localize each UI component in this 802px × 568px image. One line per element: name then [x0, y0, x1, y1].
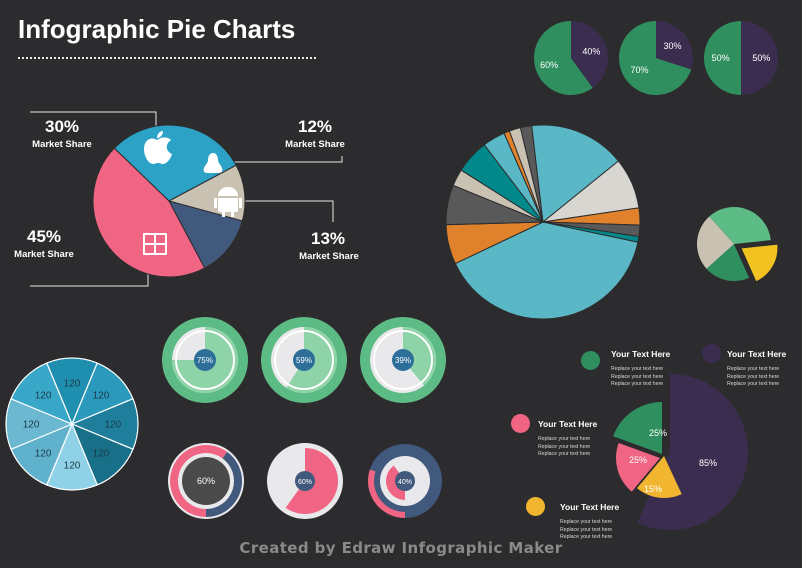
- linux-icon: [203, 153, 223, 173]
- legend-text-green: Replace your text here Replace your text…: [611, 366, 664, 388]
- legend-pie-label-1: 25%: [629, 455, 647, 465]
- ring-pink-1-fill: [169, 445, 228, 517]
- ring-pink-1-label: 60%: [197, 476, 215, 486]
- ring-pink-1-rest: [206, 451, 242, 517]
- windows-share-label: Market Share: [14, 249, 74, 260]
- exploded-pie-slice-2: [706, 244, 750, 281]
- legend-dot-purple: [702, 344, 721, 363]
- footer-credit: Created by Edraw Infographic Maker: [239, 539, 563, 557]
- legend-title-green: Your Text Here: [611, 349, 671, 359]
- small-pie-2-slice-1: [656, 21, 693, 70]
- page-title: Infographic Pie Charts: [18, 14, 296, 44]
- windows-share-value: 45%: [26, 227, 62, 246]
- donut-green-1-label: 75%: [197, 356, 213, 365]
- legend-pie-slice-purple: [637, 374, 749, 530]
- legend-pie-slice-pink: [616, 442, 660, 492]
- donut-green-2-label: 59%: [296, 356, 312, 365]
- legend-dot-pink: [511, 414, 530, 433]
- donut-green-2-inner-rule: [274, 330, 334, 390]
- small-pie-1-label-0: 60%: [540, 60, 558, 70]
- small-pie-2-slice-0: [619, 21, 692, 96]
- blue-eight-pie-label-2: 120: [105, 420, 122, 431]
- apple-icon: [144, 131, 172, 164]
- legend-title-pink: Your Text Here: [538, 419, 598, 429]
- ring-pink-3-center: [395, 471, 415, 491]
- small-pie-3-slice-1: [741, 21, 778, 95]
- legend-text-purple: Replace your text here Replace your text…: [727, 366, 780, 388]
- blue-eight-pie-label-0: 120: [64, 379, 81, 390]
- legend-dot-green: [581, 351, 600, 370]
- android-share-value: 13%: [310, 229, 346, 248]
- small-pie-3-label-1: 50%: [752, 53, 770, 63]
- market-share-pie-slice-0: [113, 124, 237, 202]
- windows-icon: [143, 233, 167, 255]
- apple-share-value: 30%: [44, 117, 80, 136]
- ring-pink-1-center: [182, 457, 230, 505]
- donut-green-1-inner-rule: [175, 330, 235, 390]
- pie-overlays-layer: [143, 131, 242, 255]
- blue-eight-pie-label-6: 120: [23, 420, 40, 431]
- multi-slice-pie-slice-9: [531, 124, 620, 223]
- donut-green-1-center-dot: [194, 349, 216, 371]
- market-share-pie-slice-3: [92, 147, 206, 278]
- donut-green-3-center-dot: [392, 349, 414, 371]
- callout-line-linux: [225, 156, 343, 163]
- legend-title-purple: Your Text Here: [727, 349, 787, 359]
- small-pie-1-slice-0: [534, 21, 593, 96]
- apple-share-label: Market Share: [32, 139, 92, 150]
- pie-labels-layer: 60% 40% 70% 30% 50% 50% 120 120 120 120 120 120 120 1…: [23, 41, 771, 494]
- legend-pie-label-0: 25%: [649, 428, 667, 438]
- ring-pink-3-label: 40%: [398, 479, 412, 486]
- multi-slice-pie-slice-0: [454, 221, 639, 320]
- exploded-pie-slice-1: [740, 243, 779, 283]
- donut-green-2-center-dot: [293, 349, 315, 371]
- linux-share-label: Market Share: [285, 139, 345, 150]
- market-share-pie-slice-2: [168, 200, 243, 269]
- small-pie-3-slice-0: [704, 21, 741, 95]
- small-pie-1-label-1: 40%: [582, 47, 600, 57]
- android-share-label: Market Share: [299, 251, 359, 262]
- small-pie-1-slice-1: [571, 21, 608, 88]
- blue-eight-pie-label-7: 120: [35, 391, 52, 402]
- legend-dot-yellow: [526, 497, 545, 516]
- small-pie-2-label-1: 30%: [663, 41, 681, 51]
- exploded-pie-slice-0: [709, 207, 771, 244]
- pie-charts-layer: [5, 21, 779, 530]
- exploded-pie-slice-3: [697, 216, 734, 269]
- title-dotted-rule: [18, 57, 316, 59]
- android-icon: [214, 187, 242, 217]
- ring-pink-2-center: [295, 471, 315, 491]
- blue-eight-pie-label-3: 120: [93, 448, 110, 459]
- legend-text-yellow: Replace your text here Replace your text…: [560, 519, 613, 541]
- donut-green-3-fill: [403, 327, 437, 386]
- blue-eight-pie-slice-7: [10, 362, 74, 426]
- legend-pie-slice-green: [613, 402, 662, 454]
- callout-line-apple: [30, 111, 157, 128]
- blue-eight-pie-label-5: 120: [35, 448, 52, 459]
- blue-eight-pie-label-4: 120: [64, 460, 81, 471]
- legend-title-yellow: Your Text Here: [560, 502, 620, 512]
- blue-eight-pie-label-1: 120: [93, 391, 110, 402]
- legend-pie-label-2: 15%: [644, 484, 662, 494]
- legend-text-pink: Replace your text here Replace your text…: [538, 436, 591, 458]
- legend-pie-slice-yellow: [637, 456, 682, 498]
- legend-pie-label-3: 85%: [699, 458, 717, 468]
- linux-share-value: 12%: [297, 117, 333, 136]
- callout-line-android: [243, 200, 334, 222]
- donut-green-3-label: 39%: [395, 356, 411, 365]
- small-pie-2-label-0: 70%: [631, 65, 649, 75]
- ring-pink-3-arc: [368, 469, 405, 518]
- ring-pink-2-label: 60%: [298, 479, 312, 486]
- small-pie-3-label-0: 50%: [712, 53, 730, 63]
- donut-green-3-inner-rule: [373, 330, 433, 390]
- multi-slice-pie-slice-13: [542, 221, 640, 243]
